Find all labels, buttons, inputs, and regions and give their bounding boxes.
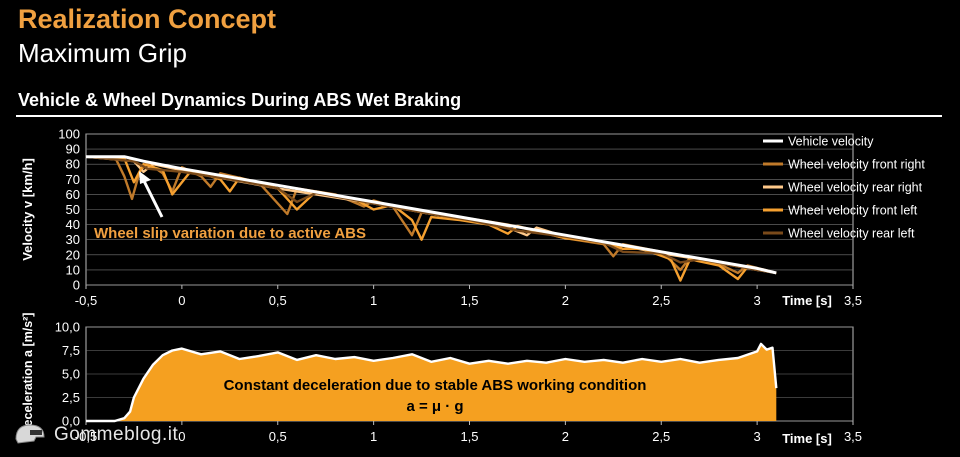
y-tick-label: 0,0	[62, 414, 80, 429]
x-tick-label: 0	[178, 293, 185, 308]
x-tick-label: 1	[370, 429, 377, 444]
slide-title: Realization Concept	[18, 4, 277, 34]
x-tick-label: 1,5	[460, 429, 478, 444]
x-tick-label: 1,5	[460, 293, 478, 308]
y-axis-title: Deceleration a [m/s²]	[21, 313, 35, 436]
section-divider	[16, 115, 942, 117]
y-tick-label: 2,5	[62, 390, 80, 405]
y-tick-label: 10,0	[55, 320, 80, 335]
x-tick-label: 3	[754, 293, 761, 308]
annotation-arrow-shaft	[142, 180, 164, 218]
y-axis-title: Velocity v [km/h]	[20, 158, 35, 261]
watermark: Gommeblog.it	[12, 420, 178, 450]
x-tick-label: 0	[178, 429, 185, 444]
series-line-wheel-velocity-rear-left	[85, 155, 777, 275]
x-tick-label: 2	[562, 429, 569, 444]
x-tick-label: 0,5	[269, 293, 287, 308]
y-tick-label: 90	[66, 142, 80, 157]
x-tick-label: 2,5	[652, 429, 670, 444]
series-line-wheel-velocity-front-left	[85, 155, 777, 282]
x-tick-label: -0,5	[75, 429, 97, 444]
y-tick-label: 10	[66, 262, 80, 277]
x-tick-label: 3,5	[844, 293, 862, 308]
deceleration-formula: a = μ · g	[406, 398, 463, 415]
x-tick-label: 2	[562, 293, 569, 308]
annotation-arrow-head	[139, 171, 151, 184]
y-tick-label: 30	[66, 232, 80, 247]
x-tick-label: 1	[370, 293, 377, 308]
y-tick-label: 0	[73, 278, 80, 293]
deceleration-annotation: Constant deceleration due to stable ABS …	[224, 377, 647, 394]
legend-label: Wheel velocity front right	[788, 158, 925, 172]
section-title: Vehicle & Wheel Dynamics During ABS Wet …	[18, 90, 462, 110]
legend-label: Vehicle velocity	[788, 135, 874, 149]
y-tick-label: 70	[66, 172, 80, 187]
x-tick-label: 2,5	[652, 293, 670, 308]
deceleration-area	[86, 343, 777, 421]
legend-label: Wheel velocity rear left	[788, 227, 915, 241]
x-tick-label: 3,5	[844, 429, 862, 444]
y-tick-label: 7,5	[62, 343, 80, 358]
y-tick-label: 50	[66, 202, 80, 217]
y-tick-label: 60	[66, 187, 80, 202]
helmet-logo-icon	[15, 424, 45, 444]
deceleration-line	[86, 342, 778, 423]
velocity-annotation: Wheel slip variation due to active ABS	[94, 225, 366, 242]
x-axis-title: Time [s]	[782, 431, 832, 446]
series-line-vehicle-velocity	[86, 155, 777, 275]
y-tick-label: 100	[58, 127, 80, 142]
legend-label: Wheel velocity front left	[788, 204, 918, 218]
x-tick-label: 3	[754, 429, 761, 444]
x-tick-label: -0,5	[75, 293, 97, 308]
x-tick-label: 0,5	[269, 429, 287, 444]
y-tick-label: 80	[66, 157, 80, 172]
y-tick-label: 20	[66, 247, 80, 262]
watermark-text: Gommeblog.it	[54, 424, 179, 445]
x-axis-title: Time [s]	[782, 293, 832, 308]
y-tick-label: 5,0	[62, 367, 80, 382]
y-tick-label: 40	[66, 217, 80, 232]
slide-subtitle: Maximum Grip	[18, 38, 188, 68]
legend-label: Wheel velocity rear right	[788, 181, 923, 195]
